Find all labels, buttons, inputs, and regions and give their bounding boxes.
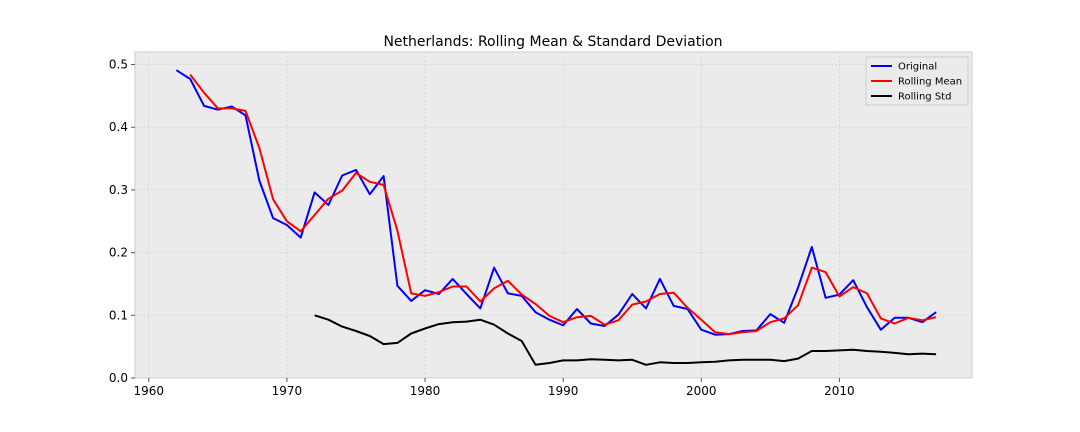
legend-label: Original (898, 62, 937, 73)
legend-label: Rolling Mean (898, 77, 962, 88)
y-tick-label: 0.1 (109, 308, 128, 322)
x-tick-label: 1970 (272, 384, 303, 398)
axis-ticks: 1960 1970 1980 1990 2000 2010 0.0 0.1 0.2 0.3 0.4 0… (109, 58, 855, 398)
y-tick-label: 0.4 (109, 120, 128, 134)
plot-area (134, 51, 973, 379)
x-tick-label: 1960 (134, 384, 165, 398)
chart-title: Netherlands: Rolling Mean & Standard Dev… (383, 34, 722, 50)
series-lines (175, 69, 937, 366)
series-line-rolling-std (314, 314, 937, 366)
y-tick-label: 0.3 (109, 183, 128, 197)
y-tick-label: 0.2 (109, 246, 128, 260)
x-tick-label: 2010 (824, 384, 855, 398)
x-tick-label: 1980 (410, 384, 441, 398)
legend: Original Rolling Mean Rolling Std (865, 56, 969, 106)
y-tick-label: 0.0 (109, 371, 128, 385)
grid (135, 52, 972, 379)
y-tick-label: 0.5 (109, 58, 128, 72)
x-tick-label: 1990 (548, 384, 579, 398)
series-line-rolling-mean (189, 73, 937, 336)
x-tick-label: 2000 (686, 384, 717, 398)
legend-label: Rolling Std (898, 92, 951, 103)
